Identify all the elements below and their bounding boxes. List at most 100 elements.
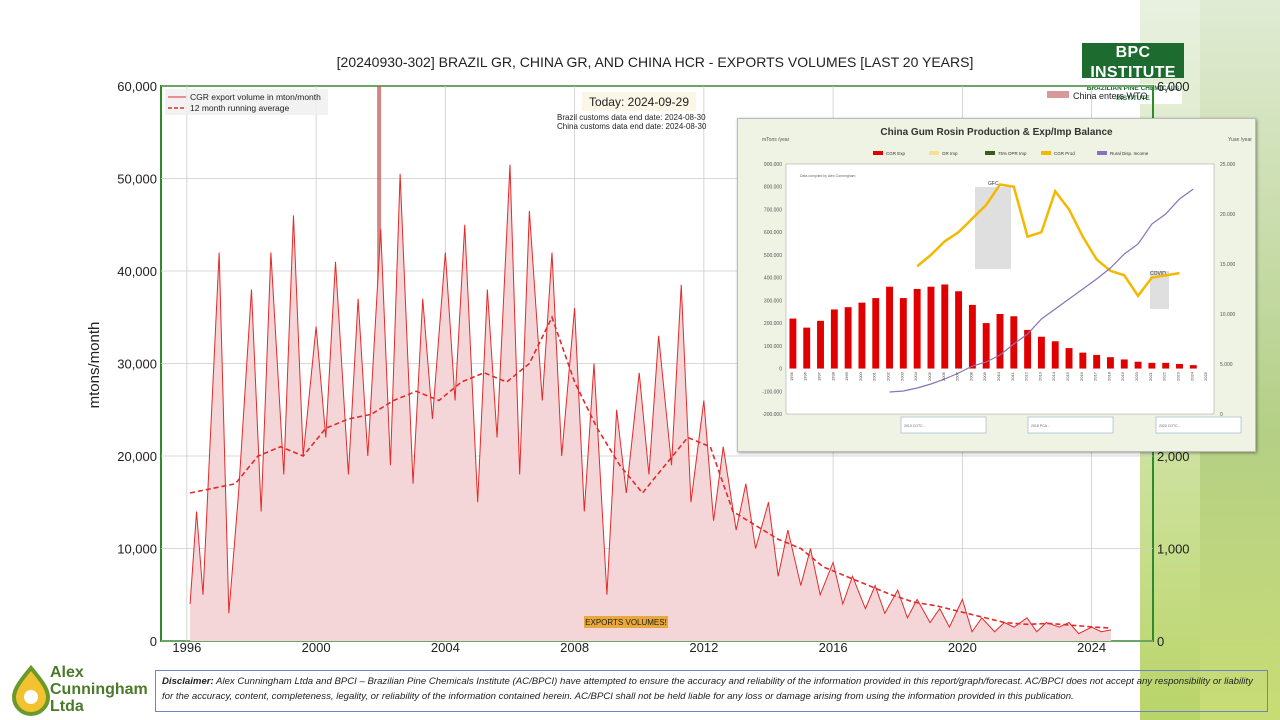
page-title: [20240930-302] BRAZIL GR, CHINA GR, AND … — [336, 54, 974, 70]
inset-bar — [858, 302, 866, 369]
bpc-institute-logo: BPC INSTITUTE BRAZILIAN PINE CHEMICALS I… — [1082, 43, 1184, 104]
inset-bar — [899, 298, 907, 369]
disclaimer: Disclaimer: Alex Cunningham Ltda and BPC… — [155, 670, 1268, 712]
logo-line-1: Alex — [50, 664, 84, 681]
inset-bar — [830, 309, 838, 369]
inset-bar — [872, 298, 880, 369]
inset-y-tick-label: 700.000 — [764, 207, 782, 213]
covid-label: COVID — [1150, 271, 1166, 277]
inset-bar — [913, 289, 921, 369]
wto-legend-label: China enters WTO — [1073, 91, 1147, 101]
inset-y-tick-label: 300.000 — [764, 298, 782, 304]
y2-axis-ticks: 0 1,000 2,000 6,000 — [1157, 79, 1190, 649]
x-tick-label: 2020 — [948, 640, 977, 655]
inset-x-tick-label: 2018 — [1106, 371, 1111, 381]
y-tick-label: 30,000 — [117, 357, 157, 372]
inset-x-tick-label: 2005 — [927, 371, 932, 381]
inset-x-tick-label: 2008 — [968, 371, 973, 381]
inset-bar — [817, 320, 824, 369]
inset-y-tick-label: 200.000 — [764, 321, 782, 327]
inset-y-tick-label: 800.000 — [764, 185, 782, 191]
inset-legend: CGR Exp GR Imp 75% DPR Imp CGR Prod Rural Di… — [873, 151, 1149, 156]
inset-x-tick-label: 2001 — [872, 371, 877, 381]
inset-note-3 — [1155, 416, 1242, 434]
inset-bar — [1065, 348, 1073, 369]
y-axis-label: mtons/month — [86, 322, 103, 409]
y2-tick-label: 1,000 — [1157, 542, 1190, 557]
inset-x-tick-label: 2020 — [1134, 371, 1139, 381]
inset-x-tick-label: 2000 — [858, 371, 863, 381]
inset-y-tick-label: -100.000 — [762, 389, 782, 395]
inset-plot: mTons /year Yuan /year CGR Exp GR Imp 75% … — [762, 137, 1252, 434]
inset-bar — [1120, 359, 1128, 369]
inset-bar — [1010, 316, 1018, 369]
logo-line-3: Ltda — [50, 698, 84, 715]
inset-note-1 — [900, 416, 987, 434]
inset-y-ticks: 900.000 800.000 700.000 600.000 500.000 400.0… — [762, 162, 782, 418]
inset-x-tick-label: 1997 — [817, 371, 822, 381]
x-tick-label: 2012 — [689, 640, 718, 655]
running-average-line — [189, 315, 1112, 629]
inset-bar — [996, 314, 1004, 369]
today-box — [582, 92, 696, 111]
x-tick-label: 2016 — [819, 640, 848, 655]
y2-tick-label: 2,000 — [1157, 449, 1190, 464]
x-tick-label: 2000 — [302, 640, 331, 655]
inset-bar — [789, 318, 797, 369]
y2-tick-label: 6,000 — [1157, 79, 1190, 94]
export-area-fill — [190, 164, 1111, 641]
today-label: Today: 2024-09-29 — [589, 95, 689, 109]
inset-x-ticks: 1995 1996 1997 1998 1999 2000 2001 2002 2003 2004… — [789, 371, 1208, 381]
inset-x-tick-label: 2015 — [1065, 371, 1070, 381]
inset-bar — [1093, 354, 1101, 369]
inset-chart: China Gum Rosin Production & Exp/Imp Bal… — [737, 118, 1256, 452]
inset-x-tick-label: 2004 — [913, 371, 918, 381]
inset-x-tick-label: 2016 — [1079, 371, 1084, 381]
inset-y2-tick-label: 10.000 — [1220, 312, 1236, 318]
inset-legend-label: GR Imp — [942, 151, 958, 156]
gfc-shade — [975, 187, 1011, 269]
inset-note-3-text: 2020 CGTC… — [1159, 424, 1182, 428]
covid-shade — [1150, 271, 1169, 309]
inset-bar — [1176, 364, 1183, 369]
inset-x-tick-label: 2002 — [886, 371, 891, 381]
inset-y2label: Yuan /year — [1228, 137, 1252, 143]
legend-box — [165, 89, 328, 115]
x-tick-label: 2008 — [560, 640, 589, 655]
inset-bar — [1189, 365, 1197, 369]
inset-production-line — [916, 183, 1180, 298]
inset-x-tick-label: 2023 — [1175, 371, 1180, 381]
inset-title: China Gum Rosin Production & Exp/Imp Bal… — [880, 127, 1113, 138]
inset-bar — [1037, 336, 1045, 369]
inset-y2-tick-label: 20.000 — [1220, 212, 1236, 218]
inset-y2-ticks: 25.000 20.000 15.000 10.000 5.000 0 — [1220, 162, 1236, 418]
inset-y-tick-label: 500.000 — [764, 253, 782, 259]
inset-legend-label: 75% DPR Imp — [998, 151, 1027, 156]
inset-x-tick-label: 2007 — [955, 371, 960, 381]
wto-legend-swatch — [1047, 91, 1069, 98]
inset-x-tick-label: 2006 — [941, 371, 946, 381]
inset-bar — [982, 323, 990, 369]
inset-income-line — [889, 188, 1194, 393]
alex-cunningham-logo-text: Alex Cunningham Ltda — [50, 664, 148, 715]
legend-label-exports: CGR export volume in mton/month — [190, 92, 321, 102]
inset-x-tick-label: 2010 — [996, 371, 1001, 381]
inset-x-tick-label: 2003 — [899, 371, 904, 381]
y-tick-label: 60,000 — [117, 79, 157, 94]
inset-bar — [1024, 329, 1032, 369]
inset-legend-label: CGR Prod — [1054, 151, 1075, 156]
inset-bar — [1107, 357, 1114, 369]
inset-bar — [1051, 341, 1059, 369]
y-tick-label: 10,000 — [117, 542, 157, 557]
inset-bar — [1134, 361, 1142, 369]
inset-bar — [941, 284, 949, 369]
x-tick-label: 2004 — [431, 640, 460, 655]
inset-bar — [803, 327, 811, 369]
inset-bar — [1148, 362, 1156, 369]
inset-x-tick-label: 2017 — [1093, 371, 1098, 381]
gfc-label: GFC — [988, 181, 999, 187]
x-tick-label: 1996 — [172, 640, 201, 655]
inset-x-tick-label: 1998 — [830, 371, 835, 381]
x-tick-label: 2024 — [1077, 640, 1106, 655]
inset-y-tick-label: 100.000 — [764, 344, 782, 350]
